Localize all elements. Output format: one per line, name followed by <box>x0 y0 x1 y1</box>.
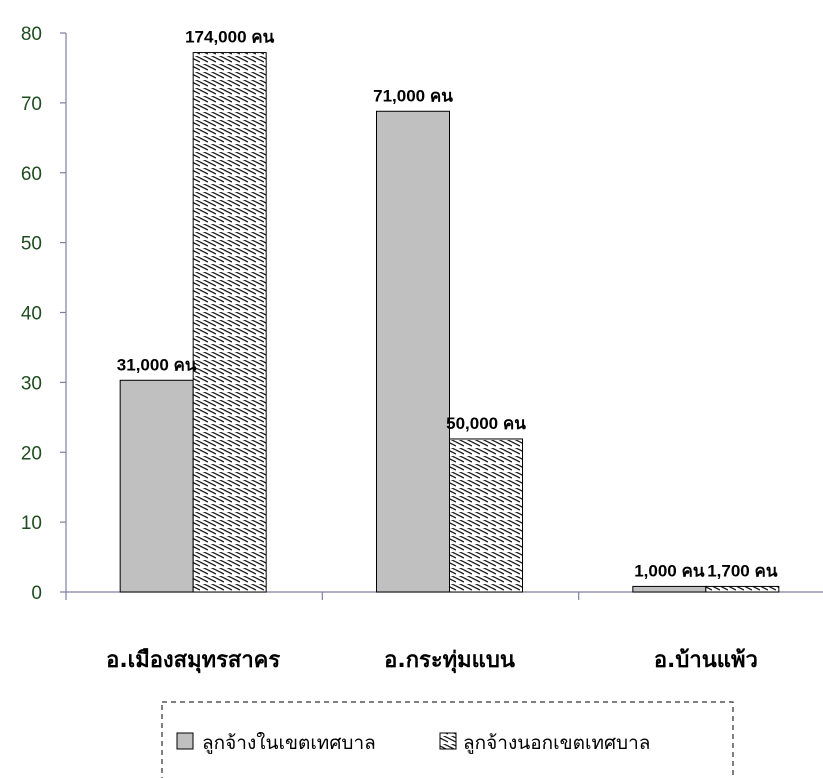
legend-box <box>161 701 734 778</box>
y-axis: 0 10 20 30 40 50 60 70 80 <box>21 24 67 604</box>
legend-swatch-hatch <box>439 732 457 750</box>
y-tick-label: 30 <box>21 373 42 394</box>
x-category-label: อ.บ้านแพ้ว <box>654 648 758 673</box>
y-tick-label: 40 <box>21 304 42 325</box>
legend-label: ลูกจ้างนอกเขตเทศบาล <box>463 732 650 754</box>
bar-in-municipality <box>632 585 707 593</box>
data-label: 1,700 คน <box>707 561 778 580</box>
y-tick-label: 60 <box>21 164 42 185</box>
bar-in-municipality <box>376 110 450 593</box>
bars <box>119 52 780 593</box>
data-label: 174,000 คน <box>185 28 275 47</box>
data-label: 1,000 คน <box>634 561 705 580</box>
x-category-label: อ.เมืองสมุทรสาคร <box>106 648 280 674</box>
legend-swatch-solid <box>176 732 194 750</box>
data-label: 50,000 คน <box>446 414 526 433</box>
bar-out-municipality <box>449 438 523 593</box>
y-tick-label: 10 <box>21 513 42 534</box>
bar-out-municipality <box>192 52 267 593</box>
x-category-label: อ.กระทุ่มแบน <box>384 648 515 674</box>
data-label: 71,000 คน <box>373 86 453 105</box>
y-tick-label: 20 <box>21 443 42 464</box>
bar-out-municipality <box>705 585 780 593</box>
legend-label: ลูกจ้างในเขตเทศบาล <box>202 732 376 754</box>
x-axis <box>65 591 823 600</box>
y-tick-label: 70 <box>21 94 42 115</box>
bar-in-municipality <box>119 379 194 593</box>
y-tick-label: 50 <box>21 234 42 255</box>
data-label: 31,000 คน <box>117 355 197 374</box>
y-tick-label: 80 <box>21 24 42 45</box>
y-tick-label: 0 <box>31 583 42 604</box>
legend: ลูกจ้างในเขตเทศบาล ลูกจ้างนอกเขตเทศบาล <box>161 701 734 778</box>
data-labels: 31,000 คน 174,000 คน 71,000 คน 50,000 คน 1,0… <box>117 28 778 581</box>
category-labels: อ.เมืองสมุทรสาคร อ.กระทุ่มแบน อ.บ้านแพ้ว <box>106 648 758 674</box>
